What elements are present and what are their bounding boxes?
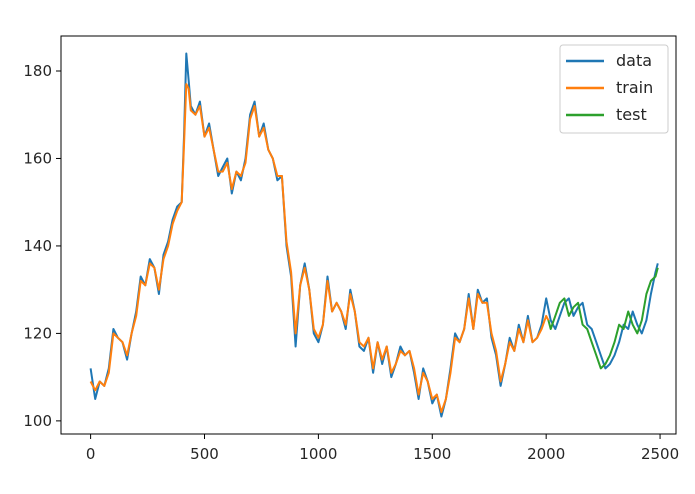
y-tick-label: 140 [23, 237, 52, 255]
y-tick-label: 160 [23, 149, 52, 167]
legend-label-train: train [616, 78, 653, 97]
series-layer [89, 52, 659, 418]
series-line-train [89, 83, 550, 414]
x-tick-label: 500 [190, 445, 219, 463]
x-tick-label: 0 [86, 445, 96, 463]
legend: data train test [559, 44, 669, 134]
x-tick-label: 2000 [527, 445, 565, 463]
x-tick-label: 1000 [299, 445, 337, 463]
plot-frame [60, 35, 677, 435]
x-tick-label: 1500 [413, 445, 451, 463]
y-tick-label: 180 [23, 62, 52, 80]
y-tick-label: 120 [23, 324, 52, 342]
legend-label-test: test [616, 105, 647, 124]
series-line-test [547, 267, 659, 370]
legend-box [559, 44, 669, 134]
x-tick-label: 2500 [641, 445, 679, 463]
x-axis: 0 500 1000 1500 2000 2500 [86, 434, 679, 463]
y-axis: 100 120 140 160 180 [23, 62, 61, 430]
legend-label-data: data [616, 51, 652, 70]
y-tick-label: 100 [23, 412, 52, 430]
